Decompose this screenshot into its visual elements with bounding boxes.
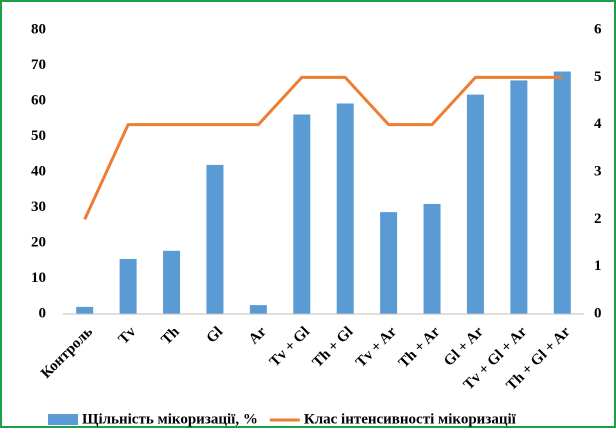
y-tick-label: 70 <box>31 57 46 73</box>
y2-tick-label: 5 <box>594 69 602 85</box>
line-series <box>83 75 563 220</box>
bar <box>119 258 137 314</box>
y2-tick-label: 1 <box>594 258 602 274</box>
y2-tick-label: 3 <box>594 163 602 179</box>
bar <box>423 203 441 314</box>
bar <box>206 164 224 314</box>
y-tick-label: 60 <box>31 92 46 108</box>
bar <box>466 94 484 314</box>
bar <box>249 305 267 314</box>
bar <box>336 103 354 314</box>
legend-label: Клас інтенсивності мікоризації <box>304 411 517 427</box>
bar <box>293 114 311 315</box>
bar <box>380 212 398 314</box>
y-tick-label: 0 <box>39 305 47 321</box>
y2-tick-label: 4 <box>594 116 602 132</box>
bar <box>553 71 571 314</box>
y-tick-label: 80 <box>31 21 46 37</box>
legend-label: Щільність мікоризації, % <box>82 411 258 427</box>
bar <box>76 306 94 314</box>
y-tick-label: 50 <box>31 128 46 144</box>
y-tick-label: 10 <box>31 270 46 286</box>
y-tick-label: 40 <box>31 163 46 179</box>
y-tick-label: 30 <box>31 199 46 215</box>
y2-tick-label: 2 <box>594 211 602 227</box>
bar <box>163 250 181 314</box>
y2-tick-label: 0 <box>594 305 602 321</box>
y2-tick-label: 6 <box>594 21 602 37</box>
y-tick-label: 20 <box>31 234 46 250</box>
legend-swatch <box>48 414 78 425</box>
bar <box>510 80 528 314</box>
